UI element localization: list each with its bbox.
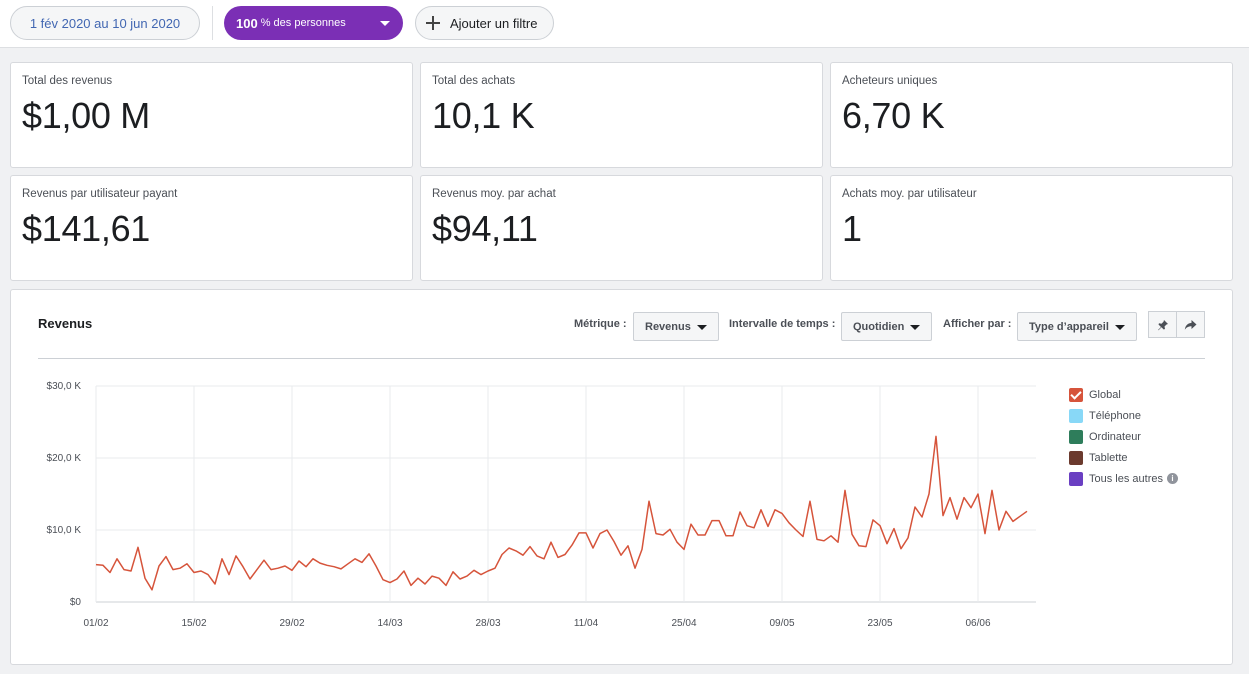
x-tick-label: 25/04 — [671, 618, 696, 629]
legend-swatch — [1069, 429, 1083, 444]
add-filter-label: Ajouter un filtre — [450, 15, 538, 31]
metric-select-label: Métrique : — [574, 318, 627, 330]
y-tick-label: $0 — [70, 597, 82, 608]
pin-icon — [1157, 319, 1168, 330]
y-tick-label: $30,0 K — [47, 381, 82, 392]
x-tick-label: 29/02 — [279, 618, 304, 629]
revenue-line-chart: $0 $10,0 K $20,0 K $30,0 K 01/02 15/02 29/02 1… — [47, 381, 1036, 629]
legend-label: Ordinateur — [1089, 430, 1141, 443]
y-tick-label: $10,0 K — [47, 525, 82, 536]
x-tick-label: 06/06 — [965, 618, 990, 629]
metric-label: Revenus moy. par achat — [432, 188, 556, 200]
metric-label: Total des revenus — [22, 75, 113, 87]
metric-dropdown[interactable]: Revenus — [633, 312, 719, 341]
legend-label: Tablette — [1089, 451, 1128, 464]
x-tick-label: 09/05 — [769, 618, 794, 629]
x-tick-label: 01/02 — [83, 618, 108, 629]
metric-dropdown-value: Revenus — [645, 320, 691, 333]
x-tick-label: 23/05 — [867, 618, 892, 629]
metric-label: Achats moy. par utilisateur — [842, 188, 977, 200]
chevron-down-icon — [380, 21, 390, 26]
metric-card-revenue-per-paying-user: Revenus par utilisateur payant $141,61 — [10, 175, 413, 281]
metric-label: Acheteurs uniques — [842, 75, 938, 87]
plus-icon — [424, 14, 442, 32]
metric-card-total-purchases: Total des achats 10,1 K — [420, 62, 823, 168]
legend-swatch — [1069, 471, 1083, 486]
metric-card-unique-buyers: Acheteurs uniques 6,70 K — [830, 62, 1233, 168]
metric-card-avg-purchases-per-user: Achats moy. par utilisateur 1 — [830, 175, 1233, 281]
legend-item-tablet[interactable]: Tablette — [1069, 447, 1178, 468]
legend-swatch — [1069, 387, 1083, 402]
display-by-dropdown-value: Type d’appareil — [1029, 320, 1109, 333]
legend-item-others[interactable]: Tous les autres i — [1069, 468, 1178, 489]
share-button[interactable] — [1176, 311, 1205, 338]
metric-label: Revenus par utilisateur payant — [22, 188, 178, 200]
x-tick-label: 11/04 — [574, 618, 599, 629]
metric-value: $94,11 — [432, 208, 538, 249]
y-tick-label: $20,0 K — [47, 453, 82, 464]
interval-dropdown-value: Quotidien — [853, 320, 905, 333]
chart-legend: Global Téléphone Ordinateur Tablette Tou… — [1069, 384, 1178, 489]
legend-label: Global — [1089, 388, 1121, 401]
divider — [212, 6, 213, 40]
metric-value: 6,70 K — [842, 95, 945, 136]
audience-dropdown[interactable]: 100 % des personnes — [224, 6, 403, 40]
interval-dropdown[interactable]: Quotidien — [841, 312, 932, 341]
chevron-down-icon — [1115, 325, 1125, 330]
date-range-button[interactable]: 1 fév 2020 au 10 jun 2020 — [10, 6, 200, 40]
display-select-label: Afficher par : — [943, 318, 1012, 330]
metric-value: $141,61 — [22, 208, 151, 249]
legend-label: Téléphone — [1089, 409, 1141, 422]
series-line-global — [95, 435, 1028, 591]
info-icon[interactable]: i — [1166, 473, 1178, 484]
panel-divider — [38, 358, 1205, 359]
x-tick-label: 15/02 — [181, 618, 206, 629]
legend-label: Tous les autres — [1089, 472, 1163, 485]
legend-swatch — [1069, 408, 1083, 423]
metric-value: $1,00 M — [22, 95, 150, 136]
panel-title: Revenus — [38, 316, 93, 331]
legend-swatch — [1069, 450, 1083, 465]
legend-item-global[interactable]: Global — [1069, 384, 1178, 405]
metric-value: 1 — [842, 208, 862, 249]
x-tick-label: 14/03 — [377, 618, 402, 629]
interval-select-label: Intervalle de temps : — [729, 318, 836, 330]
chevron-down-icon — [697, 325, 707, 330]
filter-bar: 1 fév 2020 au 10 jun 2020 100 % des pers… — [0, 0, 1249, 48]
audience-percent: 100 — [236, 15, 258, 31]
pin-button[interactable] — [1148, 311, 1177, 338]
revenue-chart-panel: Revenus Métrique : Revenus Intervalle de… — [10, 289, 1233, 665]
metric-card-total-revenue: Total des revenus $1,00 M — [10, 62, 413, 168]
date-range-label: 1 fév 2020 au 10 jun 2020 — [29, 15, 181, 31]
legend-item-desktop[interactable]: Ordinateur — [1069, 426, 1178, 447]
audience-label: % des personnes — [260, 17, 346, 29]
x-tick-label: 28/03 — [475, 618, 500, 629]
legend-item-phone[interactable]: Téléphone — [1069, 405, 1178, 426]
chevron-down-icon — [910, 325, 920, 330]
metric-value: 10,1 K — [432, 95, 535, 136]
metric-label: Total des achats — [432, 75, 516, 87]
add-filter-button[interactable]: Ajouter un filtre — [415, 6, 554, 40]
share-icon — [1184, 319, 1197, 330]
metric-card-avg-revenue-per-purchase: Revenus moy. par achat $94,11 — [420, 175, 823, 281]
display-by-dropdown[interactable]: Type d’appareil — [1017, 312, 1137, 341]
